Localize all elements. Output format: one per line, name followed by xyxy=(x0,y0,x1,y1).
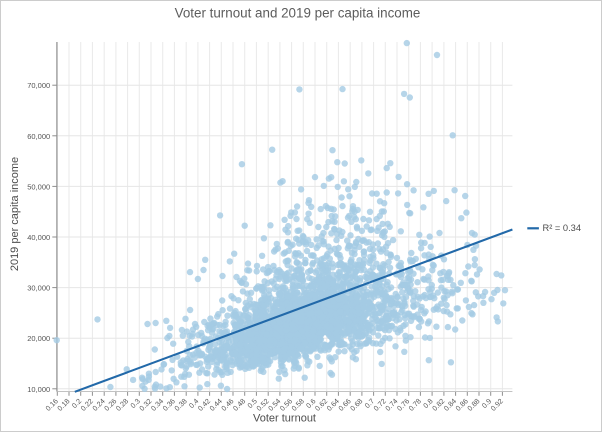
svg-text:R² = 0.34: R² = 0.34 xyxy=(543,223,582,233)
svg-text:50,000: 50,000 xyxy=(27,182,50,191)
svg-text:40,000: 40,000 xyxy=(27,233,50,242)
svg-text:70,000: 70,000 xyxy=(27,81,50,90)
svg-text:10,000: 10,000 xyxy=(27,385,50,394)
svg-text:20,000: 20,000 xyxy=(27,334,50,343)
svg-text:2019 per capita income: 2019 per capita income xyxy=(9,157,21,271)
svg-text:Voter turnout: Voter turnout xyxy=(253,413,316,425)
svg-text:30,000: 30,000 xyxy=(27,284,50,293)
svg-text:60,000: 60,000 xyxy=(27,132,50,141)
svg-text:Voter turnout and 2019 per cap: Voter turnout and 2019 per capita income xyxy=(175,6,421,21)
